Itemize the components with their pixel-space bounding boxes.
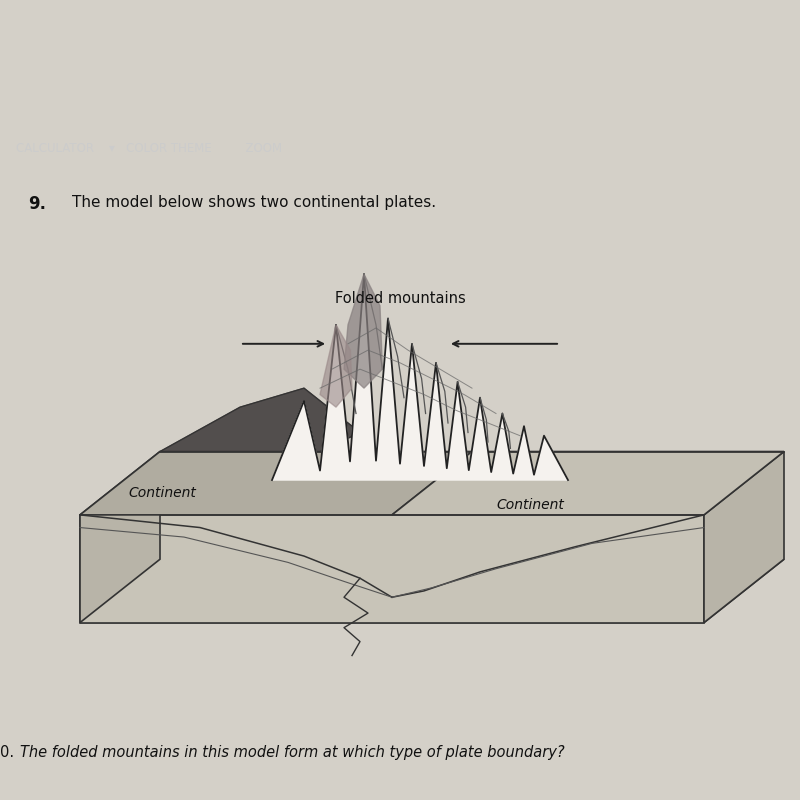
Text: The model below shows two continental plates.: The model below shows two continental pl… — [72, 195, 436, 210]
Polygon shape — [80, 451, 472, 515]
Text: Continent: Continent — [496, 498, 564, 512]
Polygon shape — [272, 274, 568, 480]
Polygon shape — [80, 451, 160, 622]
Polygon shape — [344, 274, 382, 388]
Polygon shape — [80, 515, 704, 622]
Text: CALCULATOR    ▾   COLOR THEME         ZOOM: CALCULATOR ▾ COLOR THEME ZOOM — [16, 142, 282, 155]
Polygon shape — [704, 451, 784, 622]
Text: 9.: 9. — [28, 195, 46, 213]
Polygon shape — [80, 559, 784, 622]
Text: Folded mountains: Folded mountains — [334, 290, 466, 306]
Text: The folded mountains in this model form at which type of plate boundary?: The folded mountains in this model form … — [20, 745, 565, 760]
Text: Continent: Continent — [128, 486, 196, 500]
Text: 0.: 0. — [0, 745, 14, 760]
Polygon shape — [320, 325, 352, 407]
Polygon shape — [392, 451, 784, 515]
Polygon shape — [160, 388, 360, 451]
